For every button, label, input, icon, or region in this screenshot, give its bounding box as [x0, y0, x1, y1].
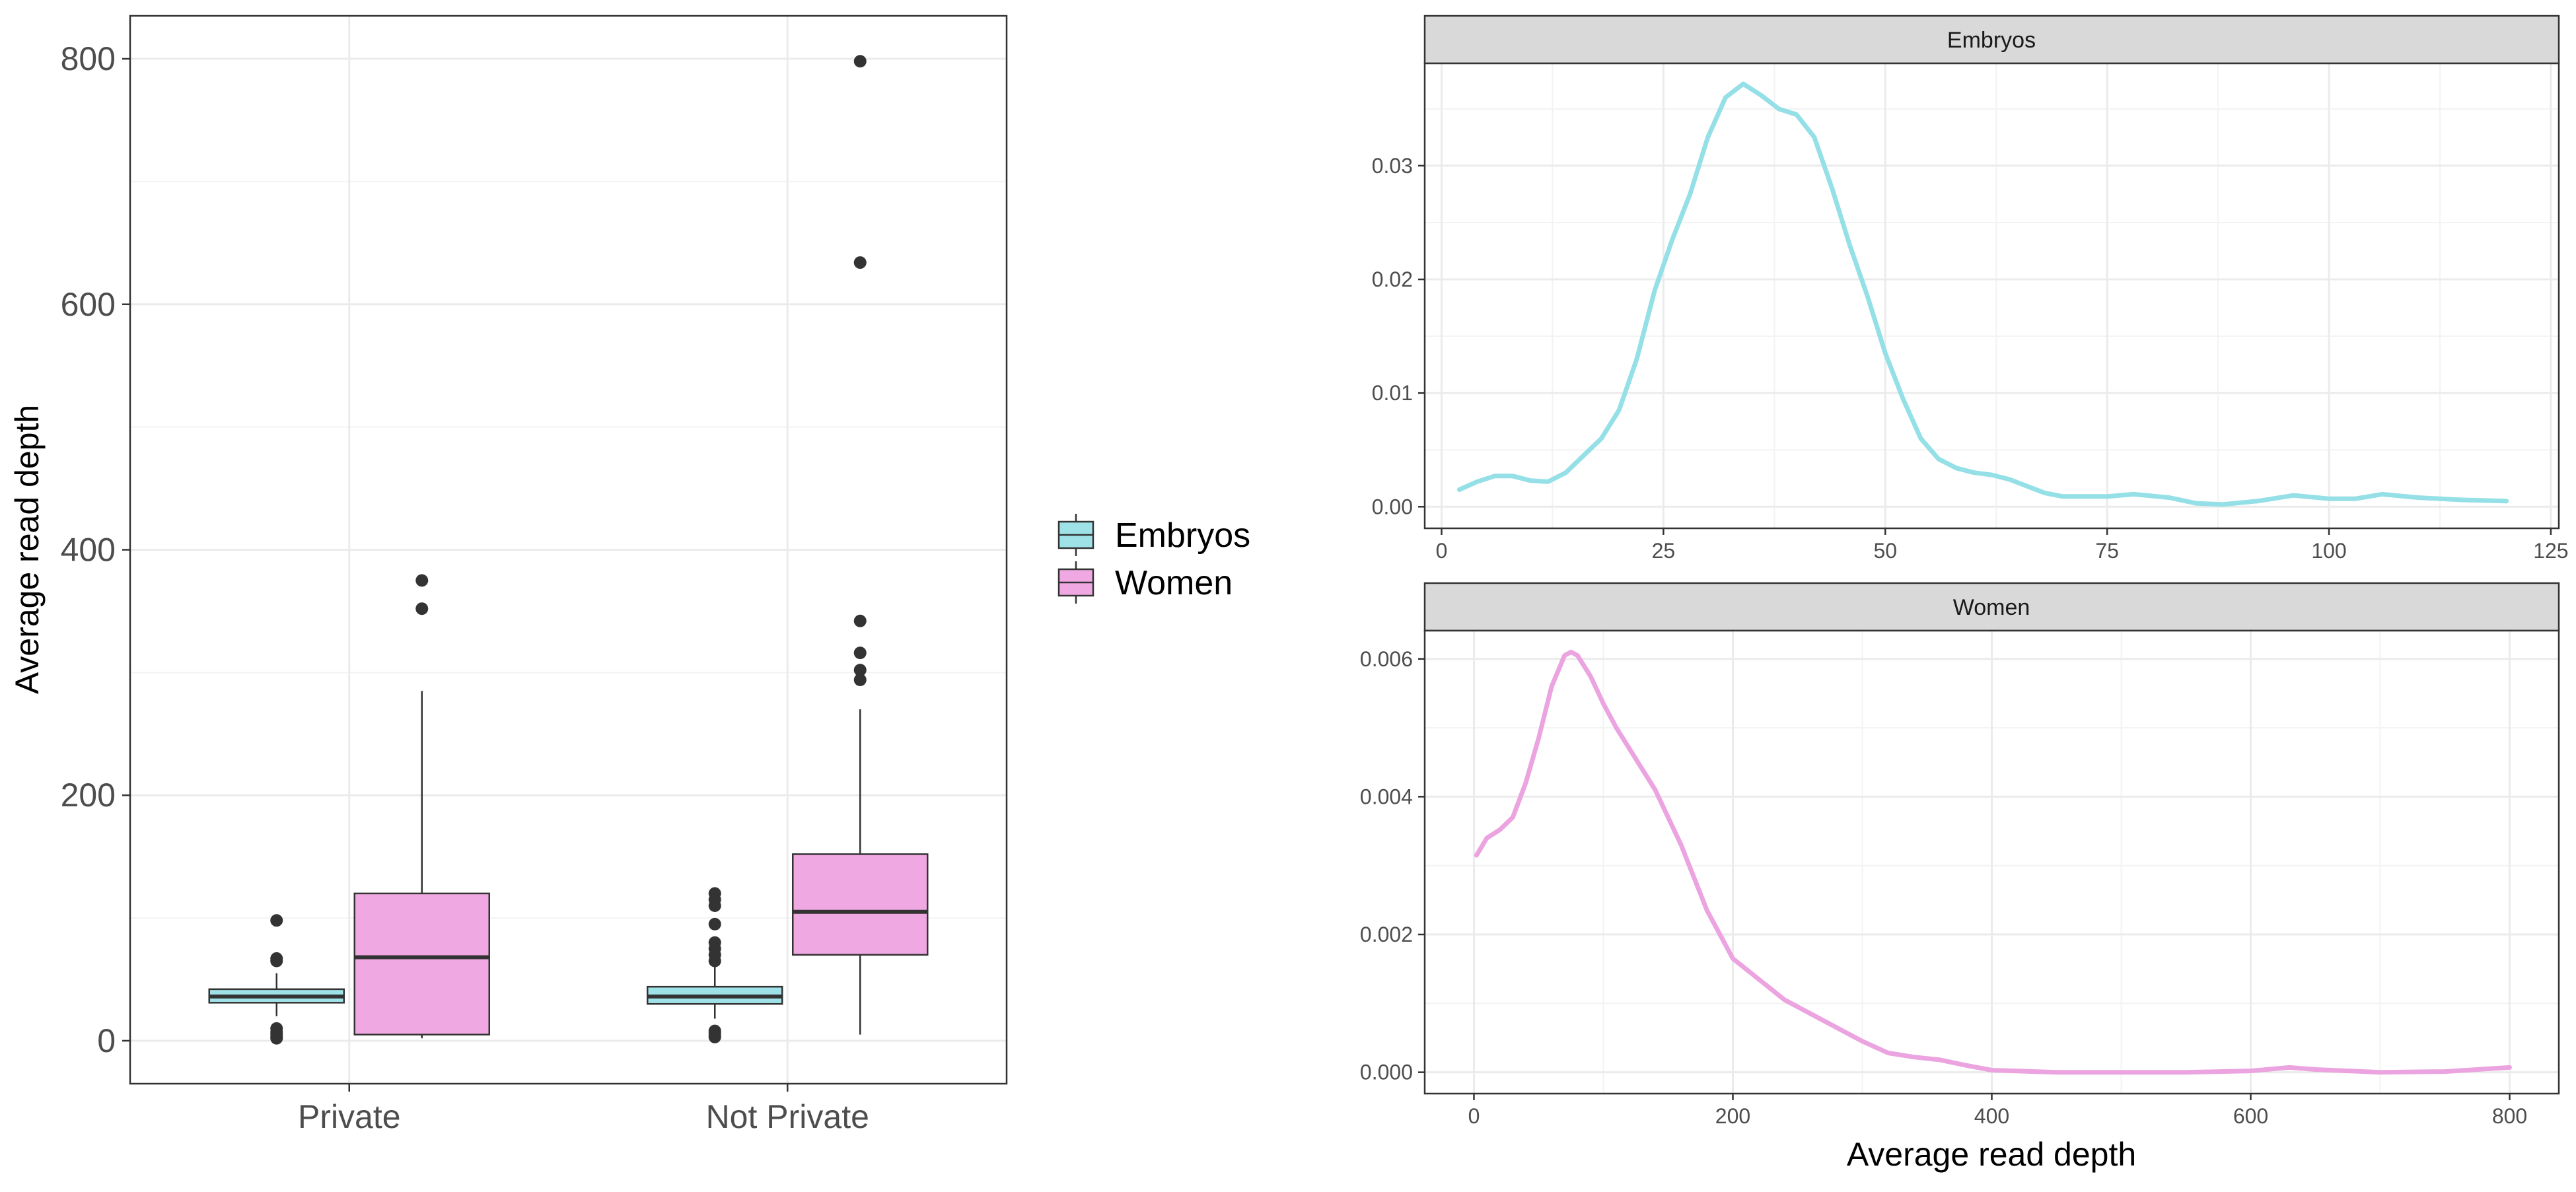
x-tick-label: 100: [2311, 539, 2346, 563]
embryos-y-ticks: 0.00 0.01 0.02 0.03: [1372, 154, 1425, 518]
box-embryos-not-private: [647, 887, 783, 1043]
density-line-embryos: [1456, 81, 2509, 507]
x-tick-label: Private: [298, 1098, 401, 1135]
x-tick-label: 50: [1873, 539, 1897, 563]
boxplot-marks: [208, 55, 929, 1045]
women-density-marks: [1474, 649, 2512, 1075]
embryos-density-panel: Embryos 0.00 0.01 0.02 0.03 0 25 50 75 100 125: [1372, 15, 2569, 563]
outlier-point: [708, 954, 721, 967]
box-women-not-private: [792, 55, 929, 1035]
boxplot-y-axis-title: Average read depth: [9, 405, 46, 694]
women-x-axis-title: Average read depth: [1847, 1136, 2136, 1173]
y-tick-label: 800: [61, 40, 116, 77]
y-tick-label: 600: [61, 286, 116, 323]
x-tick-label: 600: [2233, 1104, 2268, 1128]
outlier-point: [270, 914, 283, 927]
boxplot-x-ticks: Private Not Private: [298, 1084, 869, 1135]
y-tick-label: 0.000: [1360, 1061, 1413, 1084]
legend-label-women: Women: [1115, 564, 1233, 602]
y-tick-label: 0: [97, 1022, 116, 1059]
outlier-point: [853, 614, 867, 627]
outlier-point: [270, 954, 283, 967]
legend-label-embryos: Embryos: [1115, 516, 1250, 555]
women-strip-label: Women: [1953, 595, 2030, 620]
x-tick-label: 400: [1974, 1104, 2009, 1128]
y-tick-label: 0.006: [1360, 647, 1413, 671]
women-y-ticks: 0.000 0.002 0.004 0.006: [1360, 647, 1425, 1084]
y-tick-label: 0.00: [1372, 495, 1413, 518]
boxplot-y-ticks: 0 200 400 600 800: [61, 40, 130, 1059]
y-tick-label: 0.03: [1372, 154, 1413, 178]
legend: Embryos Women: [1057, 514, 1250, 604]
x-tick-label: 200: [1715, 1104, 1750, 1128]
embryos-x-ticks: 0 25 50 75 100 125: [1436, 528, 2569, 563]
x-tick-label: 0: [1436, 539, 1448, 563]
embryos-plot-border: [1423, 62, 2560, 530]
outlier-point: [708, 899, 721, 912]
box-embryos-private: [208, 914, 345, 1045]
x-tick-label: 800: [2492, 1104, 2527, 1128]
embryos-density-marks: [1456, 81, 2509, 507]
density-line-women: [1474, 649, 2512, 1075]
outlier-point: [853, 55, 867, 68]
y-tick-label: 400: [61, 532, 116, 569]
legend-key-women: [1057, 561, 1094, 604]
embryos-strip-label: Embryos: [1947, 28, 2036, 53]
y-tick-label: 200: [61, 777, 116, 814]
outlier-point: [708, 917, 721, 930]
x-tick-label: 125: [2533, 539, 2568, 563]
outlier-point: [708, 1030, 721, 1043]
y-tick-label: 0.004: [1360, 785, 1413, 808]
women-density-panel: Women 0.000 0.002 0.004 0.006 0 200 400 600 800…: [1360, 582, 2560, 1173]
outlier-point: [853, 664, 867, 677]
box-body: [353, 892, 490, 1035]
boxplot-panel: 0 200 400 600 800 Private Not Private Average…: [9, 15, 1008, 1135]
embryos-gridlines: [1425, 63, 2559, 528]
outlier-point: [270, 1032, 283, 1045]
x-tick-label: 0: [1468, 1104, 1480, 1128]
box-women-private: [353, 574, 490, 1039]
outlier-point: [415, 602, 429, 615]
outlier-point: [853, 647, 867, 660]
x-tick-label: 25: [1652, 539, 1676, 563]
y-tick-label: 0.01: [1372, 381, 1413, 405]
box-body: [792, 853, 929, 956]
outlier-point: [415, 574, 429, 587]
women-x-ticks: 0 200 400 600 800: [1468, 1094, 2527, 1128]
outlier-point: [853, 256, 867, 269]
y-tick-label: 0.002: [1360, 923, 1413, 946]
y-tick-label: 0.02: [1372, 267, 1413, 291]
outlier-point: [853, 674, 867, 687]
boxplot-gridlines: [130, 16, 1007, 1084]
x-tick-label: 75: [2095, 539, 2119, 563]
x-tick-label: Not Private: [706, 1098, 869, 1135]
legend-key-embryos: [1057, 514, 1094, 556]
embryos-strip: [1423, 15, 2560, 65]
embryos-plot-background: [1425, 63, 2559, 528]
